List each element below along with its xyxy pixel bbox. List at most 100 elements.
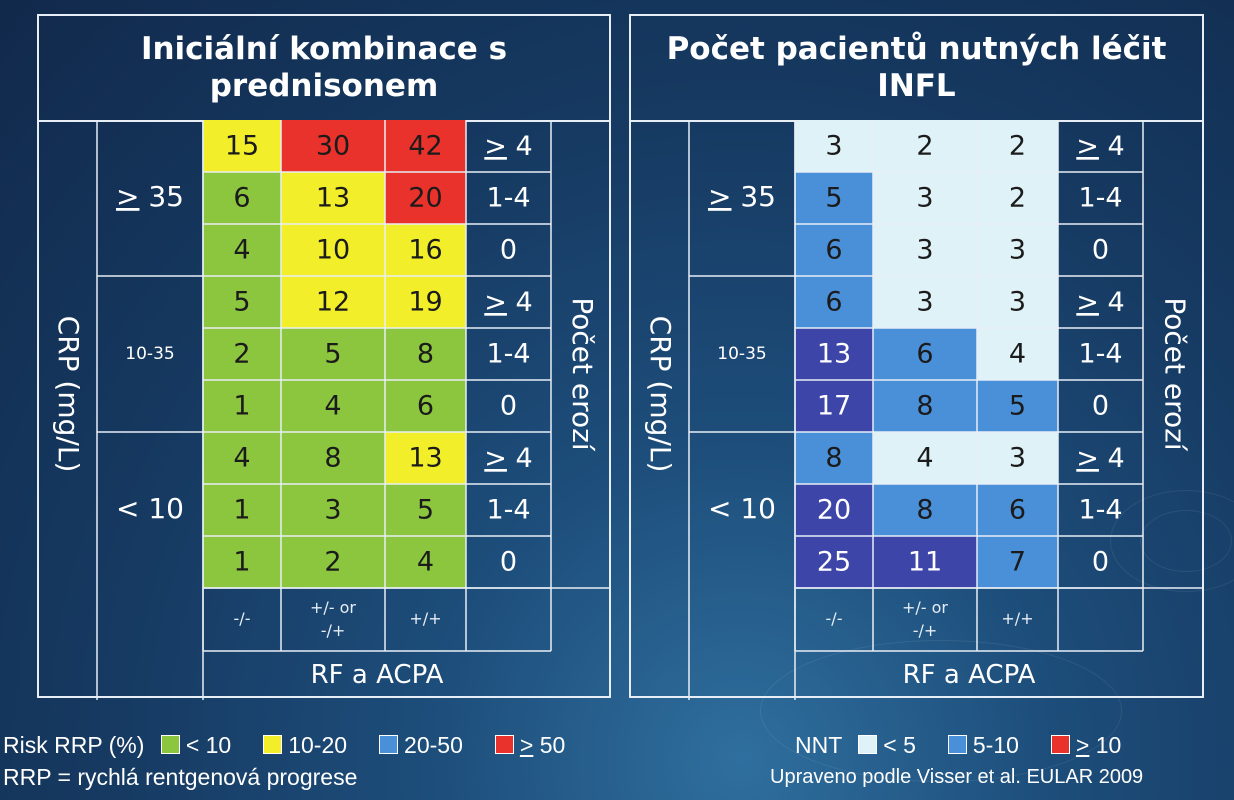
- crp-group-label: > 35: [116, 180, 184, 213]
- table-cell: [977, 276, 1058, 328]
- column-label: +/+: [1001, 609, 1033, 628]
- legend-swatch: [858, 735, 878, 754]
- crp-group-label: < 10: [708, 492, 776, 525]
- table-cell: [203, 120, 281, 172]
- cell-value: 6: [233, 183, 250, 214]
- table-cell: [385, 120, 466, 172]
- table-cell: [795, 172, 873, 224]
- column-axis-label: RF a ACPA: [903, 660, 1036, 690]
- source-note: Upraveno podle Visser et al. EULAR 2009: [770, 766, 1144, 788]
- cell-value: 4: [417, 547, 434, 578]
- cell-value: 20: [408, 183, 442, 214]
- cell-value: 3: [324, 495, 341, 526]
- cell-value: 6: [825, 235, 842, 266]
- crp-group-label: > 35: [708, 180, 776, 213]
- column-label: -/-: [826, 609, 843, 628]
- cell-value: 10: [316, 235, 350, 266]
- table-cell: [873, 276, 977, 328]
- erosion-level-label: 0: [1092, 391, 1109, 422]
- cell-value: 12: [316, 287, 350, 318]
- cell-value: 4: [1009, 339, 1026, 370]
- table-cell: [203, 380, 281, 432]
- cell-value: 1: [233, 495, 250, 526]
- table-cell: [873, 432, 977, 484]
- table-cell: [281, 120, 385, 172]
- erosion-level-label: 0: [500, 547, 517, 578]
- cell-value: 1: [233, 547, 250, 578]
- table-cell: [203, 224, 281, 276]
- cell-value: 4: [233, 235, 250, 266]
- crp-axis-label: CRP (mg/L): [52, 316, 85, 473]
- column-label: +/- or: [310, 598, 356, 617]
- legend-label: < 5: [883, 732, 916, 758]
- cell-value: 5: [417, 495, 434, 526]
- table-cell: [281, 536, 385, 588]
- legend-swatch: [379, 735, 399, 754]
- crp-group-label: 10-35: [125, 344, 174, 364]
- cell-value: 2: [233, 339, 250, 370]
- column-label: +/+: [409, 609, 441, 628]
- legend-label: 10-20: [288, 732, 348, 758]
- crp-axis-label: CRP (mg/L): [644, 316, 677, 473]
- table-cell: [385, 224, 466, 276]
- legend-swatch: [160, 735, 180, 754]
- cell-value: 3: [916, 287, 933, 318]
- left-table-panel: Iniciální kombinace s prednisonem 15 30 42…: [37, 14, 611, 700]
- legend-label: 5-10: [972, 732, 1019, 758]
- cell-value: 15: [225, 131, 259, 162]
- table-cell: [281, 276, 385, 328]
- table-cell: [281, 380, 385, 432]
- cell-value: 5: [324, 339, 341, 370]
- cell-value: 17: [817, 391, 851, 422]
- risk-legend: Risk RRP (%) < 10 10-20 20-50 > 50: [3, 732, 587, 759]
- table-cell: [873, 328, 977, 380]
- erosion-level-label: 0: [1092, 547, 1109, 578]
- table-cell: [203, 328, 281, 380]
- table-cell: [203, 172, 281, 224]
- erosion-level-label: > 4: [1076, 131, 1124, 162]
- legend-label: < 10: [185, 732, 232, 758]
- cell-value: 8: [324, 443, 341, 474]
- column-label: -/+: [913, 621, 938, 640]
- cell-value: 3: [1009, 287, 1026, 318]
- table-cell: [281, 328, 385, 380]
- cell-value: 4: [324, 391, 341, 422]
- left-table-title: Iniciální kombinace s prednisonem: [39, 16, 609, 122]
- table-cell: [281, 484, 385, 536]
- table-cell: [977, 172, 1058, 224]
- cell-value: 11: [908, 547, 942, 578]
- cell-value: 3: [1009, 443, 1026, 474]
- right-table-title: Počet pacientů nutných léčit INFL: [631, 16, 1202, 122]
- cell-value: 6: [825, 287, 842, 318]
- table-cell: [385, 432, 466, 484]
- table-cell: [203, 536, 281, 588]
- table-cell: [977, 224, 1058, 276]
- table-cell: [873, 536, 977, 588]
- cell-value: 2: [324, 547, 341, 578]
- erosion-axis-label: Počet erozí: [1159, 297, 1192, 451]
- cell-value: 8: [916, 495, 933, 526]
- column-label: +/- or: [902, 598, 948, 617]
- erosion-level-label: > 4: [484, 287, 532, 318]
- erosion-level-label: 1-4: [1078, 183, 1122, 214]
- cell-value: 42: [408, 131, 442, 162]
- column-axis-label: RF a ACPA: [311, 660, 444, 690]
- table-cell: [795, 276, 873, 328]
- table-cell: [795, 536, 873, 588]
- legend-label: 20-50: [404, 732, 463, 758]
- legend-swatch: [263, 735, 283, 754]
- table-cell: [795, 432, 873, 484]
- cell-value: 4: [916, 443, 933, 474]
- cell-value: 3: [1009, 235, 1026, 266]
- cell-value: 13: [817, 339, 851, 370]
- cell-value: 30: [316, 131, 350, 162]
- table-cell: [873, 484, 977, 536]
- erosion-level-label: 0: [500, 391, 517, 422]
- table-cell: [873, 380, 977, 432]
- cell-value: 2: [1009, 183, 1026, 214]
- erosion-level-label: > 4: [1076, 287, 1124, 318]
- cell-value: 8: [417, 339, 434, 370]
- erosion-level-label: 1-4: [486, 495, 530, 526]
- cell-value: 20: [817, 495, 851, 526]
